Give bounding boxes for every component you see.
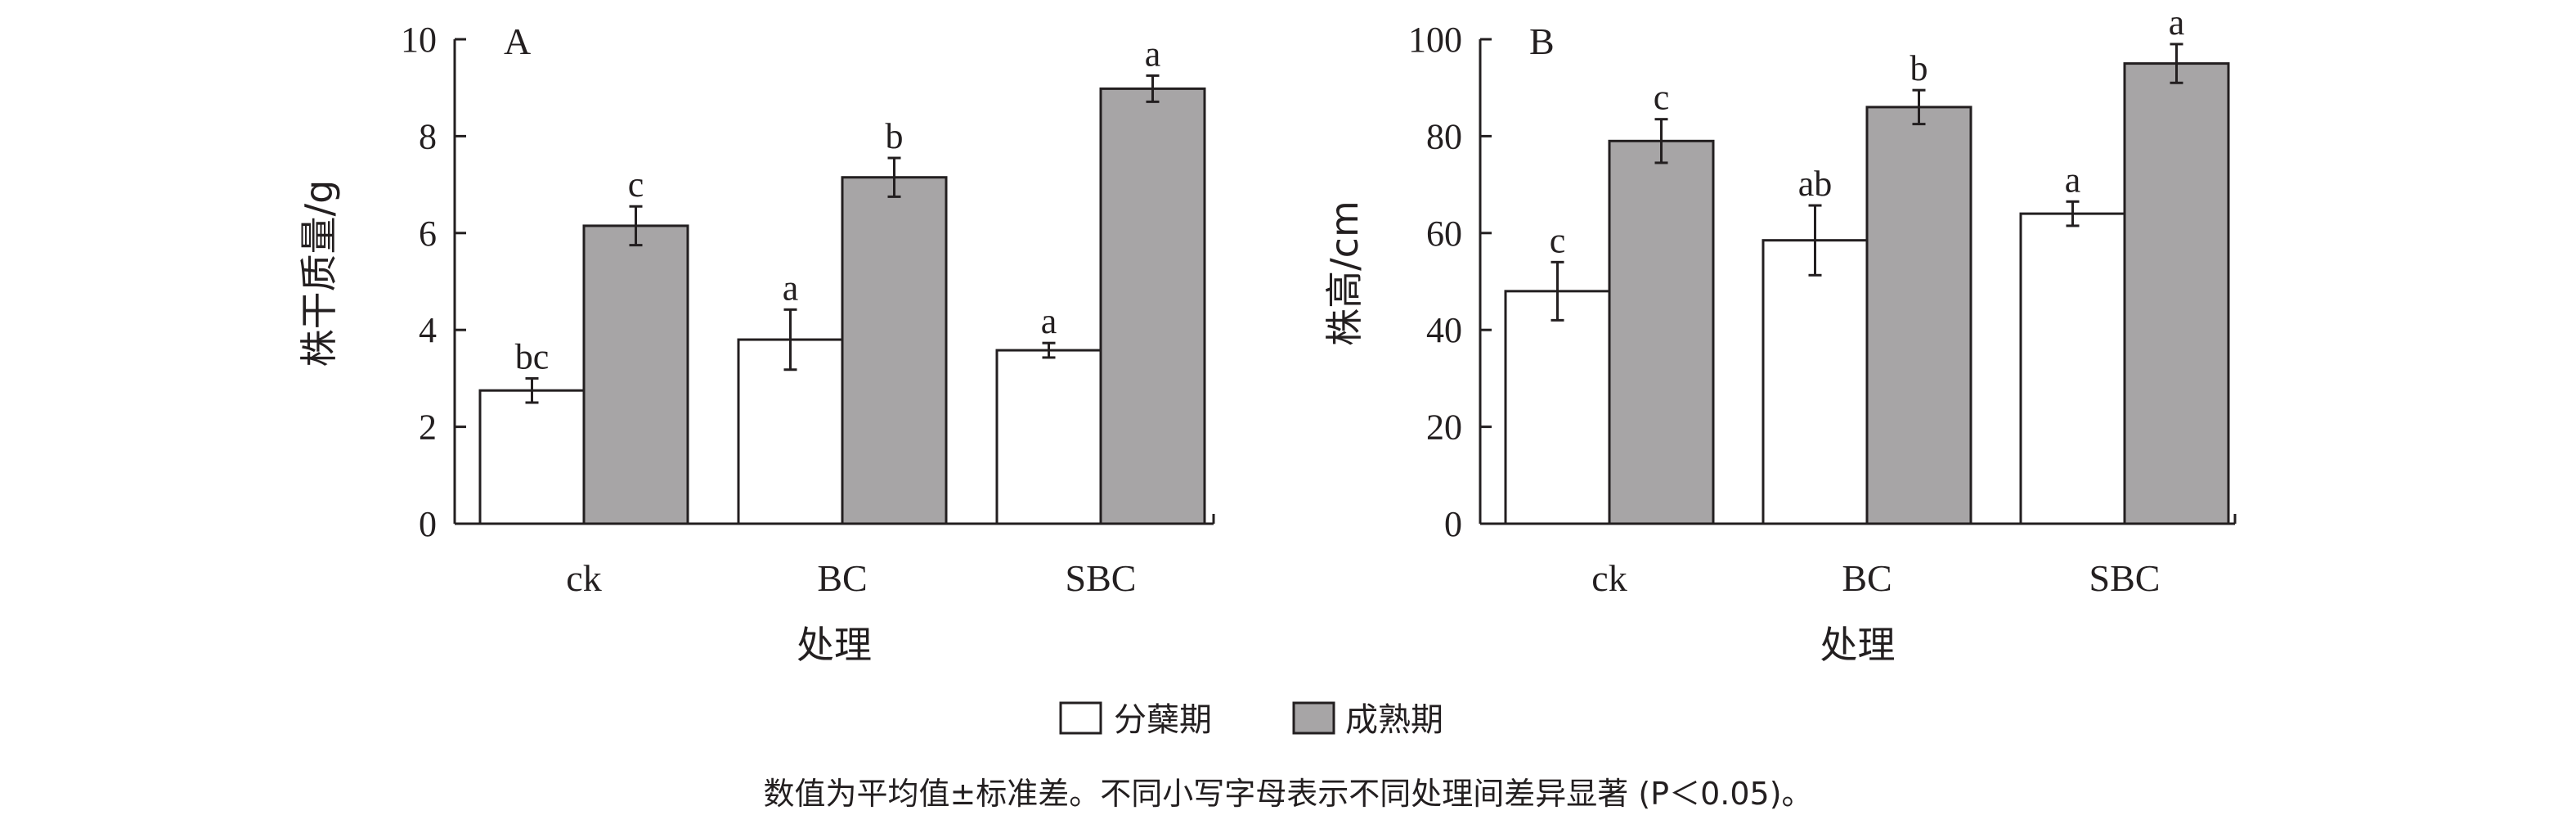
bar [478,389,586,525]
legend-swatch-maturity [1292,701,1335,735]
legend-swatch-tillering [1059,701,1102,735]
y-tick-label: 40 [1426,310,1462,350]
panel-label: A [504,20,531,62]
y-tick-label: 6 [419,214,437,254]
x-axis-title: 处理 [797,623,872,667]
y-tick-label: 60 [1426,214,1462,254]
significance-label: a [1041,301,1057,341]
legend-label-maturity: 成熟期 [1345,701,1443,739]
x-tick-label: SBC [2089,557,2161,599]
x-tick-label: SBC [1066,557,1137,599]
x-tick-label: BC [817,557,867,599]
bar [841,176,948,525]
significance-label: ab [1798,164,1833,204]
bar [582,224,689,525]
x-tick-label: ck [1591,557,1627,599]
bar [1865,106,1972,525]
significance-label: c [628,164,644,205]
significance-label: c [1654,78,1670,118]
x-tick-label: ck [566,557,601,599]
panel-label: B [1529,20,1555,62]
bar [1761,239,1869,525]
y-tick-label: 0 [419,504,437,544]
legend: 分蘖期 成熟期 [1059,701,1443,739]
figure-caption: 数值为平均值±标准差。不同小写字母表示不同处理间差异显著 (P＜0.05)。 [763,776,1812,812]
y-tick-label: 100 [1408,20,1462,60]
significance-label: a [783,268,799,308]
y-tick-label: 8 [419,116,437,156]
significance-label: a [2065,160,2081,200]
y-axis-title: 株干质量/g [297,180,341,367]
significance-label: bc [515,336,550,376]
y-axis-title: 株高/cm [1322,200,1367,346]
y-tick-label: 80 [1426,116,1462,156]
y-tick-label: 4 [419,310,437,350]
x-axis-title: 处理 [1820,623,1896,667]
bar [1099,87,1206,525]
bar [1504,290,1611,525]
bar [1608,139,1715,525]
significance-label: c [1550,220,1566,260]
y-tick-label: 10 [401,20,437,60]
significance-label: a [1145,34,1161,74]
y-tick-label: 20 [1426,407,1462,448]
significance-label: a [2169,2,2185,43]
y-tick-label: 2 [419,407,437,448]
significance-label: b [886,116,904,156]
panel-a: bc a a c b a 0 2 4 6 8 10 ck BC SBC 处理 株干质量/g A [297,20,1215,667]
bar [2019,212,2126,525]
panel-b: c ab a c b a 0 20 40 60 80 100 ck BC SBC 处理 株高/cm B [1322,2,2237,667]
y-tick-label: 0 [1444,504,1462,544]
x-tick-label: BC [1842,557,1892,599]
bar [995,349,1102,525]
bar [2123,62,2230,525]
legend-label-tillering: 分蘖期 [1114,701,1212,739]
significance-label: b [1910,48,1928,88]
